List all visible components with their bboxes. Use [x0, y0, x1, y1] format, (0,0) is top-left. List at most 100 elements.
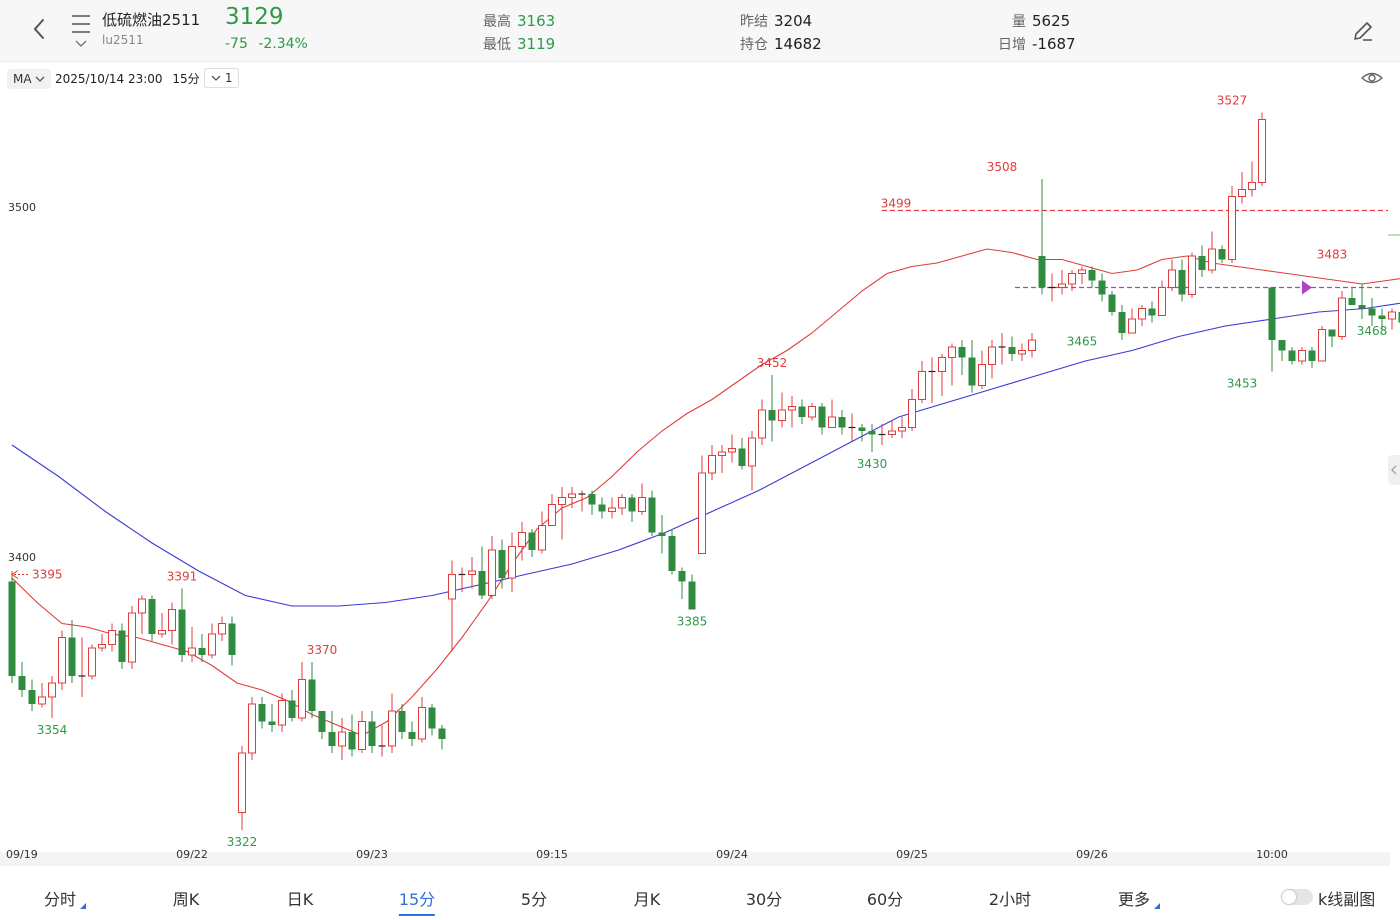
contract-name[interactable]: 低硫燃油2511: [102, 11, 201, 29]
candle-body: [698, 472, 706, 554]
candle-body: [518, 532, 526, 547]
tab-8[interactable]: 2小时: [988, 890, 1032, 909]
candle-body: [1178, 270, 1186, 295]
candle-body: [1288, 350, 1296, 361]
candle-body: [1298, 350, 1306, 362]
annotation-label: 3354: [37, 723, 68, 737]
candle-body: [558, 497, 566, 505]
kline-chart[interactable]: 3500 3400 09/19 09/22 09/23 09:15 09/24 09/25 09…: [0, 92, 1400, 870]
annotation-label: 3430: [857, 457, 888, 471]
candle-body: [1238, 189, 1246, 197]
candle-body: [408, 732, 416, 739]
candle-body: [468, 570, 476, 575]
tab-7[interactable]: 60分: [866, 890, 904, 909]
back-icon[interactable]: [28, 14, 52, 44]
candle-body: [238, 752, 246, 813]
high-value: 3163: [517, 12, 556, 30]
candle-body: [178, 609, 186, 655]
candle-body: [1068, 273, 1076, 285]
annotation-label: 3452: [757, 356, 788, 370]
volume-stat: 量 5625: [1012, 11, 1070, 31]
x-tick-label: 09/19: [6, 848, 38, 861]
candle-body: [1008, 347, 1016, 354]
candle-body: [68, 637, 76, 676]
tab-2[interactable]: 日K: [286, 890, 314, 909]
candle-body: [538, 525, 546, 551]
chevron-down-icon: [35, 76, 45, 82]
open-interest-label: 持仓: [740, 37, 768, 53]
candle-body: [278, 700, 286, 726]
candle-body: [918, 371, 926, 400]
last-price: 3129: [225, 4, 284, 30]
tab-9[interactable]: 更多: [1117, 890, 1151, 909]
indicator-dropdown[interactable]: MA: [7, 69, 52, 89]
candle-body: [948, 346, 956, 358]
candle-body: [868, 431, 876, 435]
annotation-label: 3468: [1357, 324, 1388, 338]
annotation-label: 3391: [167, 570, 198, 584]
candle-body: [478, 571, 486, 596]
candle-body: [1088, 270, 1096, 281]
tab-1[interactable]: 周K: [172, 890, 200, 909]
candle-body: [1228, 196, 1236, 260]
quote-header: 低硫燃油2511 lu2511 3129 -75 -2.34% 最高 3163 最…: [0, 0, 1400, 62]
low-stat: 最低 3119: [483, 34, 555, 54]
prev-settle-stat: 昨结 3204: [740, 11, 812, 31]
sub-chart-toggle[interactable]: [1281, 889, 1313, 905]
candle-body: [738, 448, 746, 466]
eye-icon[interactable]: [1360, 69, 1384, 87]
annotation-arrow-icon: [11, 570, 19, 579]
candle-body: [1118, 312, 1126, 333]
x-tick-label: 09/26: [1076, 848, 1108, 861]
candle-body: [1258, 119, 1266, 183]
x-tick-label: 09/25: [896, 848, 928, 861]
annotation-label: 3370: [307, 643, 338, 657]
candle-body: [608, 507, 616, 512]
tab-5[interactable]: 月K: [633, 890, 661, 909]
candle-body: [978, 364, 986, 386]
prev-settle-value: 3204: [774, 12, 813, 30]
candle-body: [268, 721, 276, 725]
price-change: -75 -2.34%: [225, 36, 308, 52]
x-tick-label: 09/22: [176, 848, 208, 861]
candle-body: [1058, 283, 1066, 288]
tab-3[interactable]: 15分: [398, 886, 436, 916]
edit-icon[interactable]: [1350, 18, 1376, 44]
candle-body: [568, 493, 576, 498]
candle-body: [1398, 312, 1400, 323]
low-value: 3119: [517, 35, 556, 53]
candle-body: [1028, 339, 1036, 351]
tab-0[interactable]: 分时: [43, 890, 77, 909]
high-label: 最高: [483, 14, 511, 30]
candle-body: [1158, 287, 1166, 316]
daily-change-value: -1687: [1032, 35, 1076, 53]
candle-body: [388, 710, 396, 747]
candle-body: [628, 497, 636, 512]
candle-body: [188, 647, 196, 656]
candle-body: [488, 549, 496, 596]
chevron-down-icon: [211, 75, 221, 81]
contract-menu-icon[interactable]: [70, 12, 92, 50]
change-value: -75: [225, 36, 248, 52]
candle-body: [1308, 350, 1316, 361]
candle-body: [778, 409, 786, 421]
y-tick-label: 3500: [8, 201, 36, 214]
candle-body: [348, 732, 356, 750]
volume-label: 量: [1012, 14, 1026, 30]
toggle-knob: [1282, 890, 1296, 904]
count-dropdown[interactable]: 1: [204, 68, 240, 88]
tab-6[interactable]: 30分: [745, 890, 783, 909]
candle-body: [1378, 315, 1386, 319]
annotation-label: 3453: [1227, 377, 1258, 391]
candle-body: [228, 623, 236, 655]
candle-body: [888, 430, 896, 435]
candle-body: [1358, 305, 1366, 309]
ma-line-0: [11, 248, 1400, 737]
crosshair-info: 2025/10/14 23:00 15分: [55, 70, 200, 87]
crosshair-datetime: 2025/10/14 23:00: [55, 72, 163, 86]
side-panel-handle[interactable]: [1388, 455, 1400, 485]
candle-body: [118, 630, 126, 662]
candle-body: [1078, 269, 1086, 274]
tab-4[interactable]: 5分: [520, 890, 548, 909]
candle-body: [98, 644, 106, 649]
